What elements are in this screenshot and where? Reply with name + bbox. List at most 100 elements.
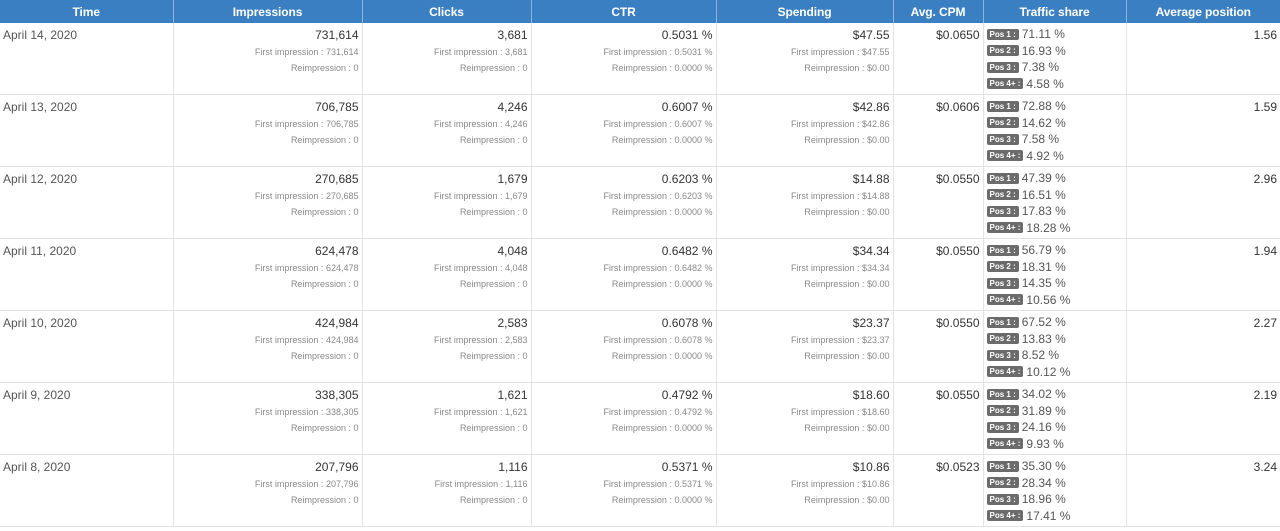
pos-badge: Pos 1 : (986, 244, 1019, 256)
header-avg-cpm[interactable]: Avg. CPM (893, 0, 984, 23)
reimpression-label: Reimpression : (804, 63, 865, 73)
cell-impressions: 731,614 First impression : 731,614 Reimp… (173, 23, 363, 95)
first-impression-label: First impression : (433, 119, 503, 129)
reimpression-label: Reimpression : (290, 351, 351, 361)
pos-badge: Pos 1 : (986, 172, 1019, 184)
first-impression-value: 1,621 (504, 407, 528, 417)
ctr-value: 0.4792 % (661, 388, 713, 402)
first-impression-label: First impression : (790, 263, 860, 273)
cell-impressions: 338,305 First impression : 338,305 Reimp… (173, 382, 363, 455)
spending-value: $18.60 (852, 388, 890, 402)
table-row: April 12, 2020 270,685 First impression … (0, 166, 1280, 239)
pos-badge: Pos 3 : (986, 349, 1019, 361)
header-ctr[interactable]: CTR (531, 0, 717, 23)
first-impression-label: First impression : (790, 47, 860, 57)
cell-ctr: 0.6203 % First impression : 0.6203 % Rei… (531, 166, 717, 239)
pos-badge: Pos 2 : (986, 333, 1019, 345)
cell-average-position: 1.56 (1126, 23, 1280, 95)
impressions-first-impression: First impression : 706,785 (174, 119, 362, 130)
cell-time: April 9, 2020 (0, 382, 174, 455)
traffic-share-value: 16.93 % (1021, 43, 1066, 58)
first-impression-value: $34.34 (861, 263, 890, 273)
impressions-value: 207,796 (315, 460, 359, 474)
first-impression-value: $23.37 (861, 335, 890, 345)
time-value: April 14, 2020 (3, 28, 78, 42)
cell-average-position: 2.19 (1126, 382, 1280, 455)
pos-badge: Pos 4+ : (986, 222, 1024, 234)
first-impression-value: $14.88 (861, 191, 890, 201)
reimpression-value: 0 (522, 495, 528, 505)
cell-time: April 14, 2020 (0, 23, 174, 95)
impressions-value: 731,614 (315, 28, 359, 42)
traffic-share-pos-3: Pos 3 : 18.96 % (986, 491, 1126, 508)
impressions-value: 624,478 (315, 244, 359, 258)
header-time[interactable]: Time (0, 0, 174, 23)
cell-traffic-share: Pos 1 : 35.30 % Pos 2 : 28.34 % Pos 3 : … (983, 454, 1127, 527)
header-average-position[interactable]: Average position (1126, 0, 1280, 23)
header-impressions[interactable]: Impressions (173, 0, 363, 23)
cell-ctr: 0.5031 % First impression : 0.5031 % Rei… (531, 23, 717, 95)
average-position-value: 2.96 (1253, 172, 1277, 186)
traffic-share-pos-4: Pos 4+ : 4.92 % (986, 148, 1126, 165)
ctr-reimpression: Reimpression : 0.0000 % (532, 279, 716, 290)
traffic-share-value: 72.88 % (1021, 99, 1066, 114)
impressions-reimpression: Reimpression : 0 (174, 351, 362, 362)
clicks-reimpression: Reimpression : 0 (363, 135, 531, 146)
first-impression-label: First impression : (254, 119, 324, 129)
first-impression-value: 0.5371 % (674, 479, 713, 489)
first-impression-value: 338,305 (325, 407, 359, 417)
reimpression-value: 0 (353, 207, 359, 217)
cell-time: April 11, 2020 (0, 238, 174, 311)
table-row: April 11, 2020 624,478 First impression … (0, 238, 1280, 311)
reimpression-value: $0.00 (866, 351, 890, 361)
header-traffic-share[interactable]: Traffic share (983, 0, 1127, 23)
first-impression-label: First impression : (790, 479, 860, 489)
cell-ctr: 0.5371 % First impression : 0.5371 % Rei… (531, 454, 717, 527)
clicks-reimpression: Reimpression : 0 (363, 495, 531, 506)
header-spending[interactable]: Spending (716, 0, 894, 23)
traffic-share-pos-3: Pos 3 : 7.38 % (986, 59, 1126, 76)
cell-impressions: 624,478 First impression : 624,478 Reimp… (173, 238, 363, 311)
impressions-reimpression: Reimpression : 0 (174, 207, 362, 218)
spending-first-impression: First impression : $23.37 (717, 335, 893, 346)
cell-time: April 10, 2020 (0, 310, 174, 383)
table-row: April 13, 2020 706,785 First impression … (0, 94, 1280, 167)
time-value: April 10, 2020 (3, 316, 78, 330)
first-impression-value: 424,984 (325, 335, 359, 345)
clicks-reimpression: Reimpression : 0 (363, 351, 531, 362)
first-impression-label: First impression : (603, 479, 672, 489)
reimpression-label: Reimpression : (459, 279, 520, 289)
first-impression-value: 0.6203 % (674, 191, 713, 201)
header-clicks[interactable]: Clicks (362, 0, 532, 23)
pos-badge: Pos 2 : (986, 189, 1019, 201)
reimpression-value: $0.00 (866, 135, 890, 145)
clicks-first-impression: First impression : 1,679 (363, 191, 531, 202)
traffic-share-pos-2: Pos 2 : 28.34 % (986, 475, 1126, 492)
cell-avg-cpm: $0.0523 (893, 454, 984, 527)
reimpression-value: 0 (522, 423, 528, 433)
ctr-reimpression: Reimpression : 0.0000 % (532, 135, 716, 146)
spending-first-impression: First impression : $14.88 (717, 191, 893, 202)
impressions-first-impression: First impression : 207,796 (174, 479, 362, 490)
reimpression-label: Reimpression : (611, 279, 672, 289)
average-position-value: 1.94 (1253, 244, 1277, 258)
first-impression-value: 2,583 (504, 335, 528, 345)
spending-reimpression: Reimpression : $0.00 (717, 423, 893, 434)
reimpression-label: Reimpression : (611, 351, 672, 361)
ctr-value: 0.5031 % (661, 28, 713, 42)
traffic-share-value: 35.30 % (1021, 459, 1066, 474)
pos-badge: Pos 3 : (986, 205, 1019, 217)
reimpression-label: Reimpression : (804, 135, 865, 145)
average-position-value: 1.56 (1253, 28, 1277, 42)
reimpression-value: 0 (353, 423, 359, 433)
impressions-value: 270,685 (315, 172, 359, 186)
pos-badge: Pos 3 : (986, 61, 1019, 73)
clicks-value: 4,048 (497, 244, 528, 258)
spending-reimpression: Reimpression : $0.00 (717, 135, 893, 146)
ctr-first-impression: First impression : 0.6007 % (532, 119, 716, 130)
cell-ctr: 0.6482 % First impression : 0.6482 % Rei… (531, 238, 717, 311)
pos-badge: Pos 2 : (986, 117, 1019, 129)
first-impression-label: First impression : (790, 191, 860, 201)
pos-badge: Pos 1 : (986, 316, 1019, 328)
cell-ctr: 0.6078 % First impression : 0.6078 % Rei… (531, 310, 717, 383)
